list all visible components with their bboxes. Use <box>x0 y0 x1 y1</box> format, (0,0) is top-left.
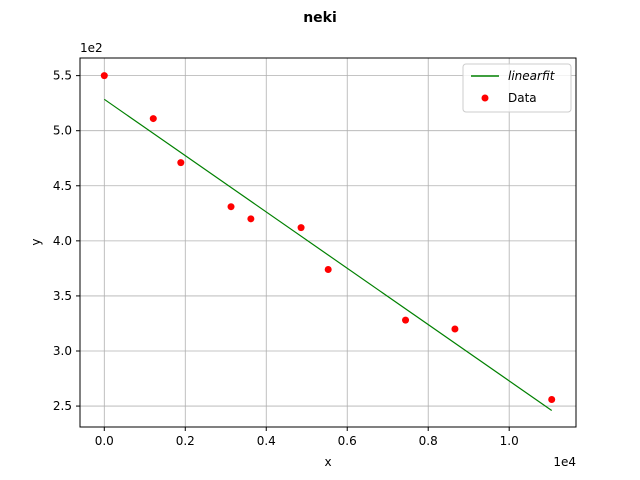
legend-data-label: Data <box>508 91 537 105</box>
plot-frame <box>79 57 577 428</box>
series-layer <box>100 72 556 411</box>
x-tick-label: 0.0 <box>95 434 114 448</box>
x-axis-ticks: 0.0 0.2 0.4 0.6 0.8 1.0 <box>95 427 519 448</box>
data-point <box>402 316 410 324</box>
x-tick-label: 0.6 <box>338 434 357 448</box>
chart-title: neki <box>303 10 337 26</box>
x-tick-label: 1.0 <box>500 434 519 448</box>
y-tick-label: 3.0 <box>53 344 72 358</box>
data-point <box>297 224 305 232</box>
grid <box>80 58 576 427</box>
y-tick-label: 2.5 <box>53 399 72 413</box>
data-point <box>324 265 332 273</box>
x-tick-label: 0.2 <box>176 434 195 448</box>
x-tick-label: 0.8 <box>419 434 438 448</box>
y-tick-label: 5.5 <box>53 69 72 83</box>
data-point <box>548 395 556 403</box>
y-tick-label: 5.0 <box>53 124 72 138</box>
linearfit-line <box>103 98 553 411</box>
legend: linearfit Data <box>462 63 572 113</box>
data-point <box>177 159 185 167</box>
y-axis-ticks: 2.5 3.0 3.5 4.0 4.5 5.0 5.5 <box>53 69 80 413</box>
legend-data-swatch <box>481 94 489 102</box>
y-offset-text: 1e2 <box>80 41 103 55</box>
x-offset-text: 1e4 <box>553 455 576 469</box>
data-point <box>100 72 108 80</box>
data-point <box>227 203 235 211</box>
y-axis-label: y <box>29 238 43 245</box>
data-point <box>451 325 459 333</box>
x-axis-label: x <box>324 455 331 469</box>
y-tick-label: 4.0 <box>53 234 72 248</box>
data-point <box>247 215 255 223</box>
x-tick-label: 0.4 <box>257 434 276 448</box>
legend-linearfit-label: linearfit <box>508 69 556 83</box>
y-tick-label: 4.5 <box>53 179 72 193</box>
data-point <box>149 115 157 123</box>
y-tick-label: 3.5 <box>53 289 72 303</box>
